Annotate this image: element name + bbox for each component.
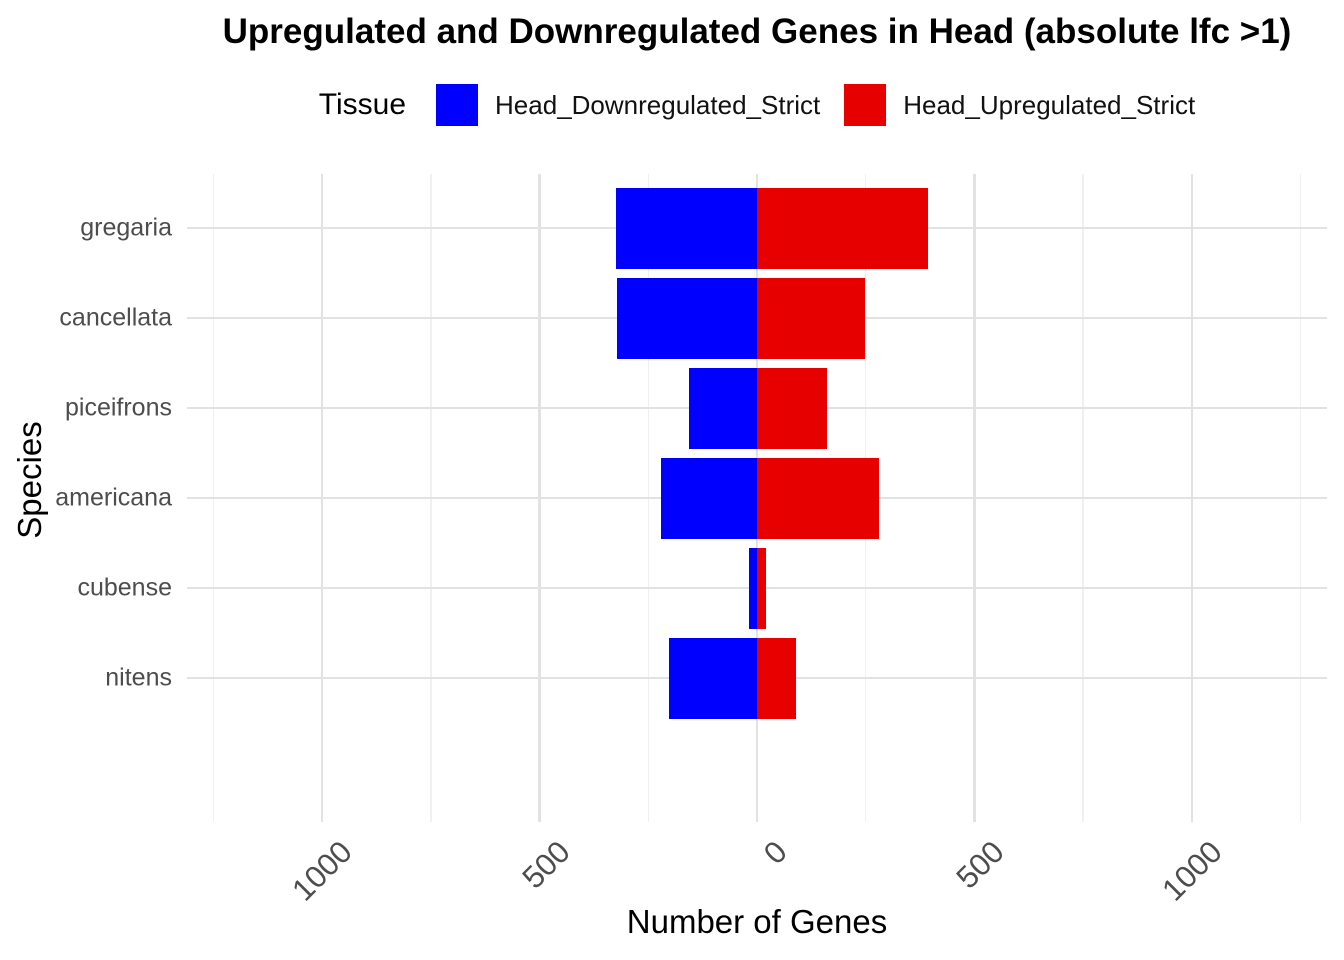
legend-swatch-icon — [844, 84, 887, 126]
chart-title: Upregulated and Downregulated Genes in H… — [222, 12, 1292, 51]
y-tick-label-cubense: cubense — [77, 573, 172, 602]
x-axis-title: Number of Genes — [626, 903, 888, 940]
bar-upregulated-gregaria — [757, 187, 929, 269]
bar-upregulated-americana — [757, 457, 880, 539]
bar-downregulated-americana — [661, 457, 757, 539]
legend: Tissue Head_Downregulated_Strict Head_Upr… — [187, 82, 1327, 128]
bar-upregulated-piceifrons — [757, 367, 827, 449]
legend-item-label: Head_Upregulated_Strict — [903, 89, 1196, 120]
bar-downregulated-gregaria — [615, 187, 757, 269]
legend-title: Tissue — [318, 88, 407, 121]
legend-swatch-icon — [436, 84, 479, 126]
y-tick-label-nitens: nitens — [105, 663, 172, 692]
bar-downregulated-piceifrons — [689, 367, 757, 449]
bar-downregulated-cubense — [749, 547, 757, 629]
y-axis-title: Species — [11, 421, 48, 539]
plot-panel — [187, 174, 1327, 822]
legend-item-downregulated: Head_Downregulated_Strict — [436, 84, 820, 126]
bar-downregulated-cancellata — [616, 277, 757, 359]
legend-item-label: Head_Downregulated_Strict — [495, 89, 821, 120]
y-tick-label-piceifrons: piceifrons — [65, 393, 172, 422]
y-axis-tick-labels: gregaria cancellata piceifrons americana cub… — [0, 174, 172, 822]
bar-downregulated-nitens — [669, 637, 757, 719]
bar-upregulated-cubense — [757, 547, 767, 629]
legend-item-upregulated: Head_Upregulated_Strict — [844, 84, 1195, 126]
y-tick-label-cancellata: cancellata — [59, 303, 172, 332]
bar-upregulated-nitens — [757, 637, 797, 719]
y-tick-label-gregaria: gregaria — [80, 213, 172, 242]
y-tick-label-americana: americana — [55, 483, 172, 512]
bar-upregulated-cancellata — [757, 277, 865, 359]
